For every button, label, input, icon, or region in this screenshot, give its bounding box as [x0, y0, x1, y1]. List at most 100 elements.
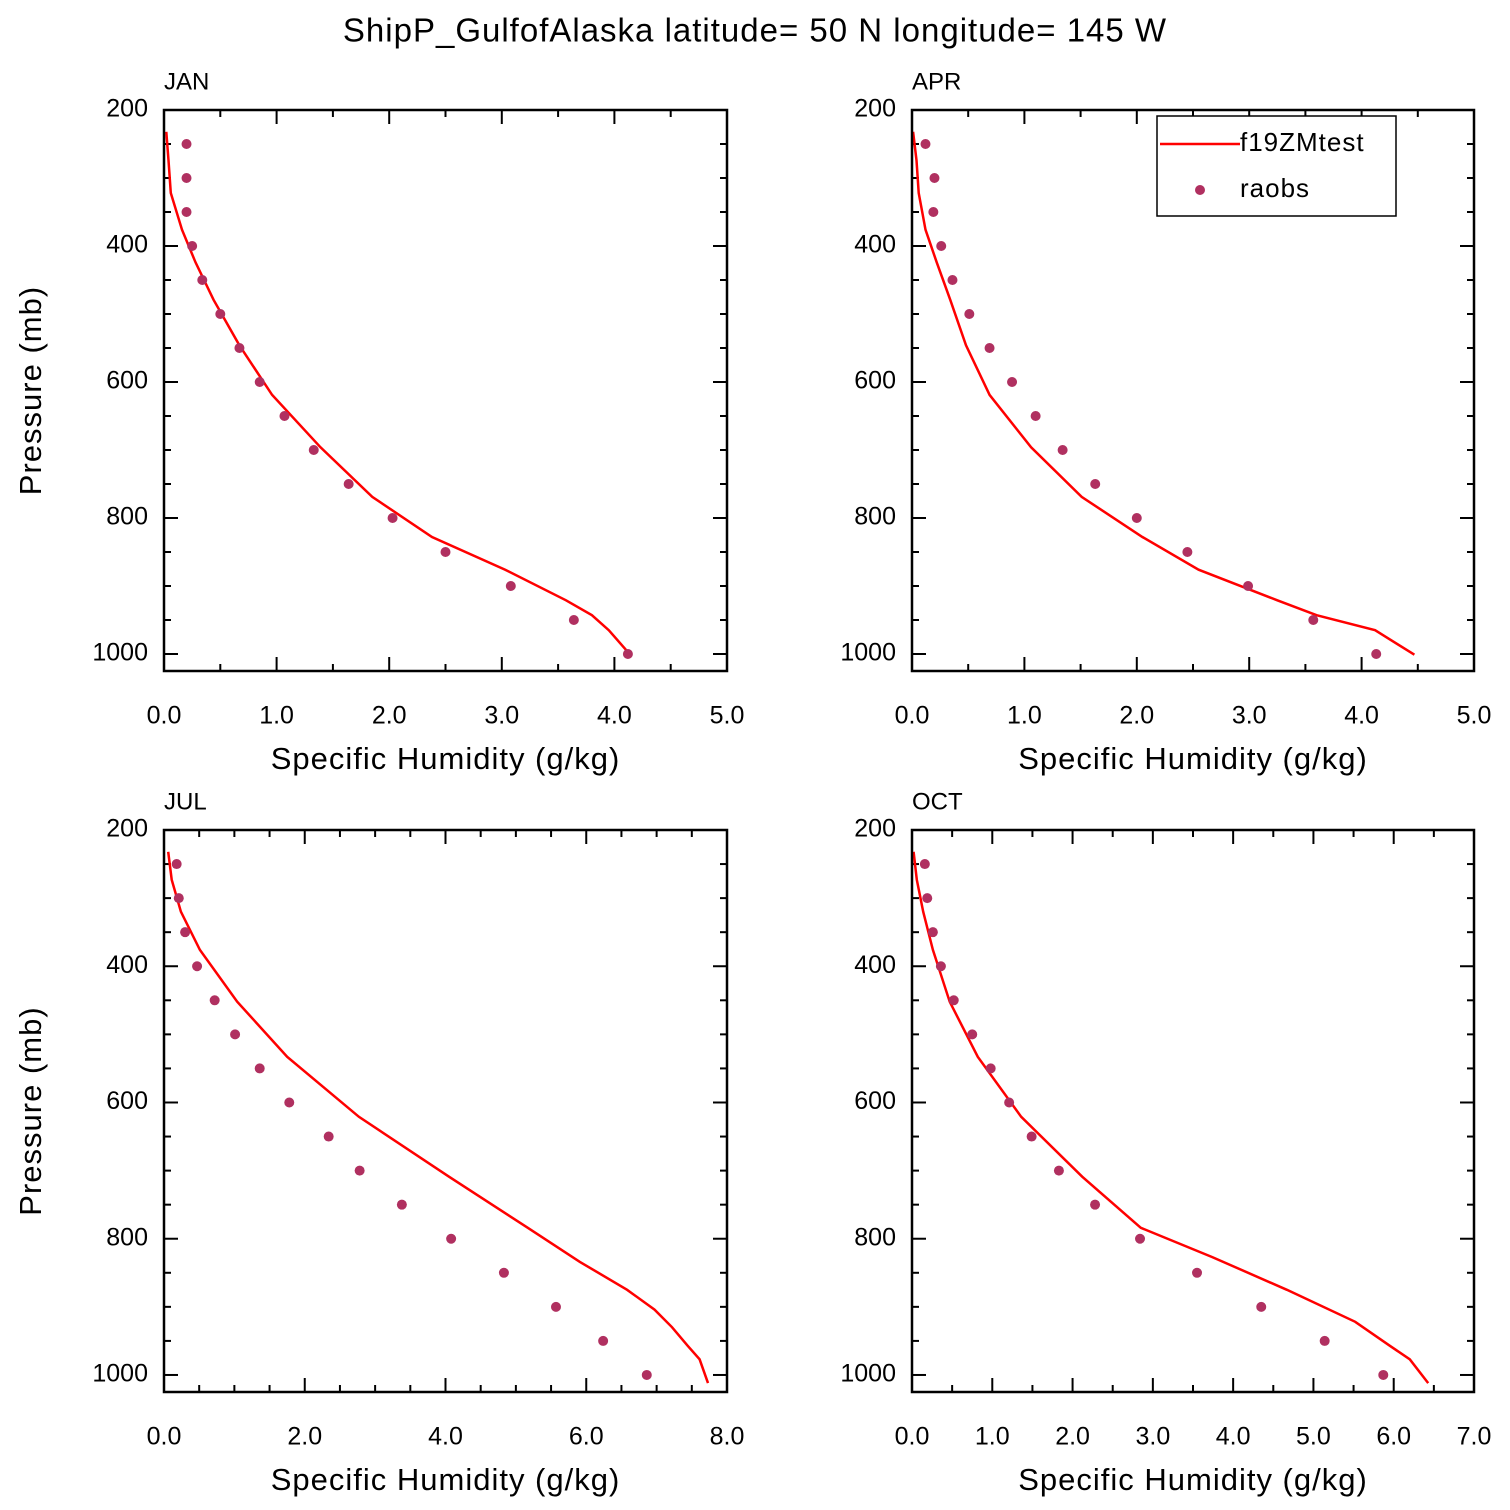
model-line: [912, 851, 1430, 1384]
obs-point: [181, 207, 192, 217]
x-tick-label: 7.0: [1457, 1423, 1492, 1451]
x-tick-label: 6.0: [569, 1423, 604, 1451]
obs-point: [1182, 547, 1193, 557]
obs-point: [308, 445, 319, 455]
x-axis-label: Specific Humidity (g/kg): [1018, 1462, 1368, 1497]
panel: JAN 0.0 1.0 2.0 3.0 4.0 5.0 200 400 600 800 1000 Spe…: [13, 68, 744, 776]
y-tick-label: 400: [106, 231, 148, 259]
obs-point: [568, 615, 579, 625]
x-tick-label: 2.0: [1119, 702, 1154, 730]
x-tick-label: 3.0: [484, 702, 519, 730]
obs-point: [230, 1029, 241, 1040]
obs-point: [197, 275, 208, 285]
y-tick-label: 600: [854, 1087, 896, 1115]
obs-point: [446, 1233, 457, 1244]
figure-title: ShipP_GulfofAlaska latitude= 50 N longit…: [343, 12, 1167, 49]
y-tick-label: 600: [106, 367, 148, 395]
x-axis-label: Specific Humidity (g/kg): [1018, 741, 1368, 776]
obs-point: [254, 377, 265, 387]
legend-marker: [1195, 185, 1205, 195]
obs-point: [947, 275, 958, 285]
x-tick-label: 4.0: [597, 702, 632, 730]
x-tick-label: 2.0: [1055, 1423, 1090, 1451]
obs-point: [1243, 581, 1254, 591]
y-tick-label: 1000: [92, 1360, 148, 1388]
y-tick-label: 600: [854, 367, 896, 395]
obs-point: [929, 173, 940, 183]
x-tick-label: 2.0: [372, 702, 407, 730]
obs-point: [284, 1097, 295, 1108]
x-tick-label: 0.0: [147, 702, 182, 730]
obs-point: [354, 1165, 365, 1176]
x-tick-label: 6.0: [1376, 1423, 1411, 1451]
obs-point: [964, 309, 975, 319]
y-tick-label: 800: [854, 1223, 896, 1251]
panel-title: APR: [912, 68, 961, 95]
obs-point: [927, 927, 938, 938]
obs-point: [187, 241, 198, 251]
plot-frame: [910, 108, 1476, 673]
x-tick-label: 5.0: [710, 702, 745, 730]
obs-point: [935, 961, 946, 972]
y-tick-label: 400: [854, 231, 896, 259]
x-tick-label: 2.0: [287, 1423, 322, 1451]
obs-point: [254, 1063, 265, 1074]
plot-frame: [162, 828, 729, 1394]
x-tick-label: 4.0: [1344, 702, 1379, 730]
obs-point: [173, 893, 184, 904]
obs-point: [1030, 411, 1041, 421]
y-tick-label: 400: [106, 951, 148, 979]
y-tick-label: 400: [854, 951, 896, 979]
y-tick-label: 800: [106, 503, 148, 531]
obs-point: [1256, 1301, 1267, 1312]
obs-point: [1090, 479, 1101, 489]
y-tick-label: 800: [854, 503, 896, 531]
x-axis-label: Specific Humidity (g/kg): [271, 741, 621, 776]
obs-point: [1090, 1199, 1101, 1210]
y-tick-label: 200: [106, 95, 148, 123]
obs-point: [928, 207, 939, 217]
y-tick-label: 800: [106, 1223, 148, 1251]
x-axis-label: Specific Humidity (g/kg): [271, 1462, 621, 1497]
obs-point: [1378, 1369, 1389, 1380]
x-tick-label: 5.0: [1457, 702, 1492, 730]
obs-point: [343, 479, 354, 489]
x-tick-label: 0.0: [895, 1423, 930, 1451]
obs-point: [598, 1335, 609, 1346]
panel: APR 0.0 1.0 2.0 3.0 4.0 5.0 200 400 600 800 1000 Spe…: [840, 68, 1491, 776]
y-tick-label: 1000: [840, 1360, 896, 1388]
x-tick-label: 8.0: [710, 1423, 745, 1451]
obs-point: [1131, 513, 1142, 523]
obs-point: [550, 1301, 561, 1312]
obs-point: [622, 649, 633, 659]
y-tick-label: 200: [854, 95, 896, 123]
obs-point: [936, 241, 947, 251]
obs-point: [1057, 445, 1068, 455]
obs-point: [440, 547, 451, 557]
obs-point: [1371, 649, 1382, 659]
obs-point: [180, 927, 191, 938]
obs-point: [967, 1029, 978, 1040]
y-axis-label: Pressure (mb): [13, 1006, 48, 1215]
obs-point: [323, 1131, 334, 1142]
obs-point: [641, 1369, 652, 1380]
obs-point: [1192, 1267, 1203, 1278]
x-tick-label: 0.0: [895, 702, 930, 730]
obs-point: [1319, 1335, 1330, 1346]
obs-point: [396, 1199, 407, 1210]
plot-frame: [910, 828, 1476, 1394]
obs-point: [215, 309, 226, 319]
obs-point: [985, 1063, 996, 1074]
panel-title: JAN: [164, 68, 209, 95]
obs-point: [234, 343, 245, 353]
obs-point: [984, 343, 995, 353]
obs-point: [498, 1267, 509, 1278]
obs-point: [920, 139, 931, 149]
x-tick-label: 3.0: [1232, 702, 1267, 730]
x-tick-label: 4.0: [1216, 1423, 1251, 1451]
y-tick-label: 1000: [840, 639, 896, 667]
panel-title: OCT: [912, 788, 963, 815]
x-tick-label: 5.0: [1296, 1423, 1331, 1451]
obs-point: [919, 859, 930, 870]
